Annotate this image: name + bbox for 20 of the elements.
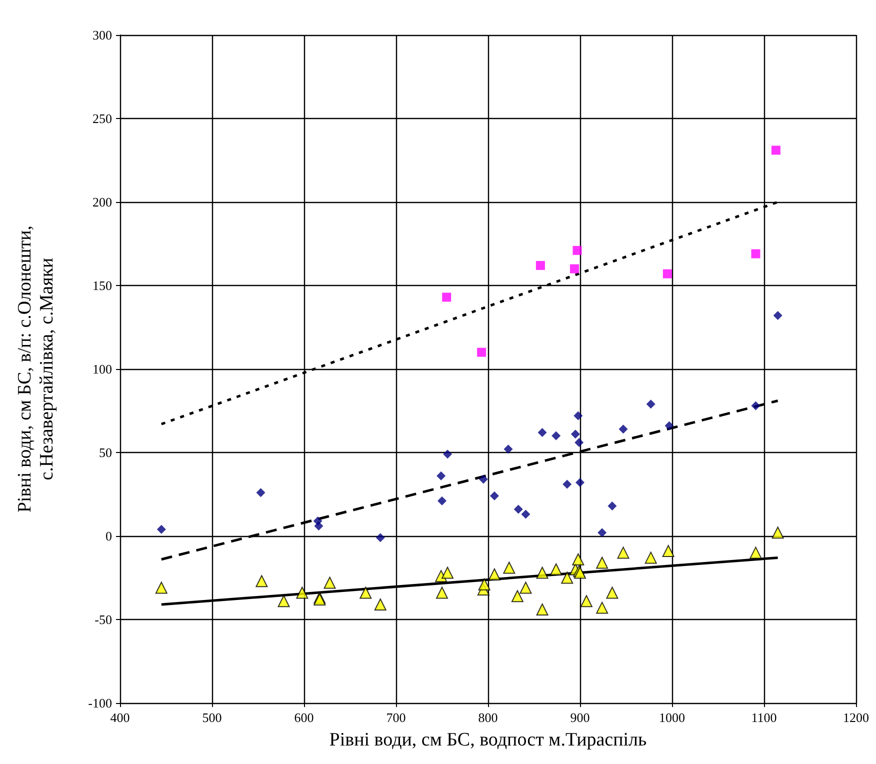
x-tick-label: 800 [478,710,498,725]
x-tick-label: 600 [294,710,314,725]
x-tick-label: 1100 [751,710,777,725]
x-tick-label: 500 [202,710,222,725]
y-tick-label: 100 [92,362,112,376]
y-tick-label: 250 [92,111,112,126]
y-tick-label: 200 [92,194,112,210]
x-axis-title: Рівні води, см БС, водпост м.Тираспіль [329,729,648,750]
x-tick-label: 900 [570,710,590,725]
y-tick-label: 0 [106,528,112,544]
y-tick-label: 150 [92,278,112,293]
y-axis-title: Рівні води, см БС, в/п: с.Олонешти, с.Незавертайлівка, с.Маяки [14,225,58,513]
y-tick-label: 50 [99,445,112,460]
y-tick-label: 300 [92,28,112,42]
x-tick-label: 400 [110,710,130,725]
y-tick-label: -100 [88,696,112,710]
x-tick-label: 700 [386,710,406,725]
x-tick-label: 1000 [659,710,685,725]
x-tick-label: 1200 [843,710,869,725]
y-tick-label: -50 [94,612,112,627]
